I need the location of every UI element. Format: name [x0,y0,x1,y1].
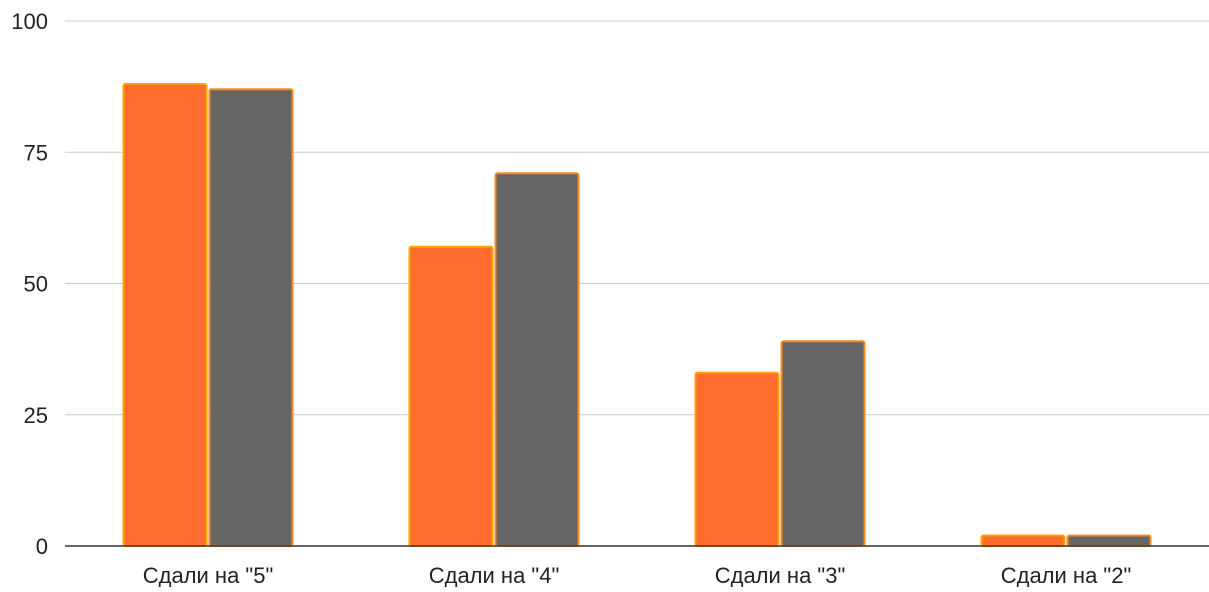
bar-series-1-category-3 [694,371,780,547]
y-tick-label: 50 [24,272,48,297]
bar-series-2-category-3 [780,340,866,547]
y-tick-label: 75 [24,140,48,165]
bar-series-1-category-2 [408,245,494,547]
bar-series-2-category-4 [1066,534,1152,547]
x-tick-label: Сдали на "5" [143,563,274,587]
x-tick-label: Сдали на "3" [715,563,846,587]
y-tick-label: 25 [24,403,48,428]
bar-series-1-category-4 [980,534,1066,547]
x-axis-ticks: Сдали на "5" Сдали на "4" Сдали на "3" Сдал… [143,563,1132,588]
y-axis-ticks: 0 25 50 75 100 [11,9,48,559]
bar-series-2-category-2 [494,172,580,547]
x-tick-label: Сдали на "4" [429,563,560,587]
y-tick-label: 100 [11,9,48,34]
bar-layer [65,83,1209,547]
bar-series-1-category-1 [122,83,208,547]
y-tick-label: 0 [36,534,48,559]
x-tick-label: Сдали на "2" [1001,563,1132,587]
bar-series-2-category-1 [208,88,294,547]
